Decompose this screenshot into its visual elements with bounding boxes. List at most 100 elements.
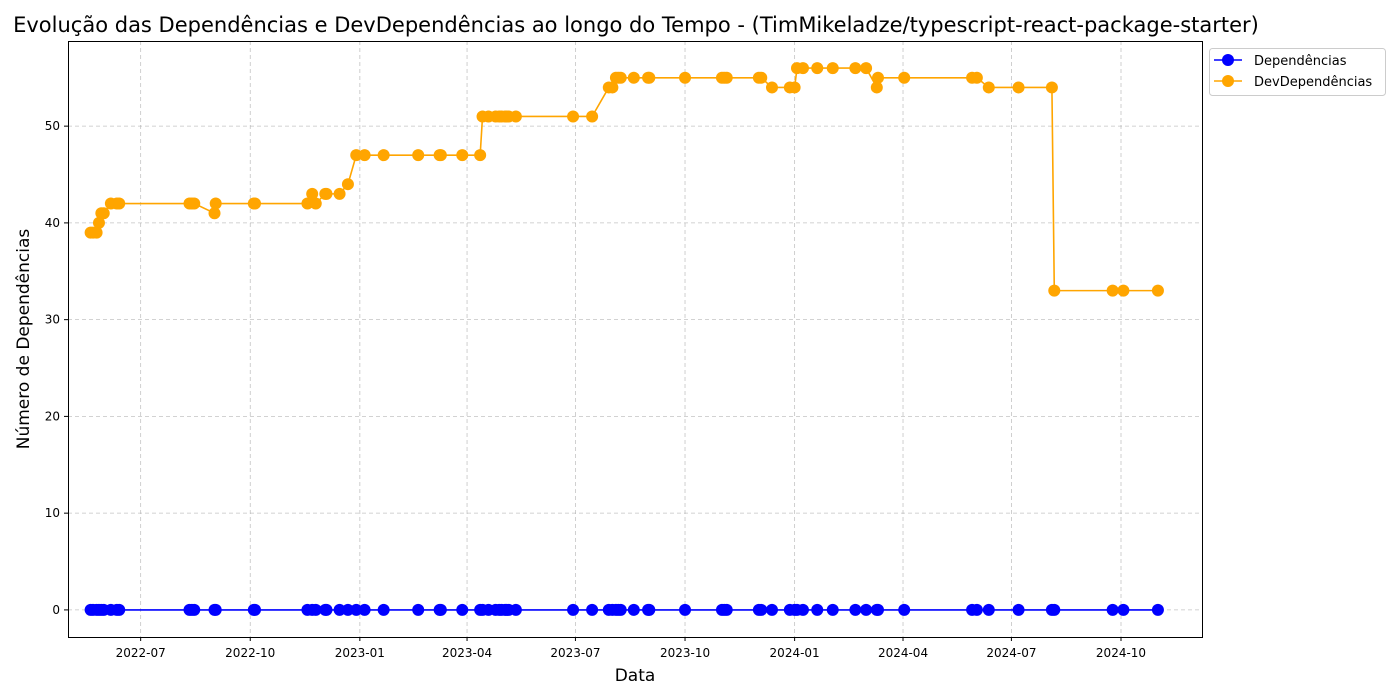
data-point (350, 603, 363, 616)
x-axis: 2022-07 2022-10 2023-01 2023-04 2023-07 2023-… (116, 637, 1146, 660)
data-point (643, 71, 656, 84)
data-point (627, 71, 640, 84)
data-point (412, 149, 425, 162)
data-point (113, 603, 126, 616)
data-point (567, 110, 580, 123)
series-layer (84, 62, 1164, 616)
data-point (377, 149, 390, 162)
data-point (208, 207, 221, 220)
data-point (412, 603, 425, 616)
data-point (209, 603, 222, 616)
data-point (982, 81, 995, 94)
data-point (320, 187, 333, 200)
data-point (509, 110, 522, 123)
x-tick-label: 2022-07 (116, 646, 166, 660)
grid (68, 41, 1202, 637)
data-point (898, 603, 911, 616)
data-point (982, 603, 995, 616)
data-point (627, 603, 640, 616)
data-point (301, 197, 314, 210)
legend: Dependências DevDependências (1209, 48, 1386, 96)
data-point (249, 603, 262, 616)
data-point (872, 603, 884, 616)
data-point (679, 71, 692, 84)
data-point (1106, 603, 1119, 616)
data-point (1012, 603, 1025, 616)
data-point (796, 603, 809, 616)
y-tick-label: 40 (45, 216, 60, 230)
data-point (1117, 284, 1130, 297)
chart-title: Evolução das Dependências e DevDependênc… (13, 13, 1259, 37)
legend-label: Dependências (1254, 54, 1347, 69)
data-point (306, 187, 319, 200)
data-point (97, 207, 110, 220)
y-tick-label: 0 (52, 603, 60, 617)
x-tick-label: 2023-07 (550, 646, 600, 660)
data-point (614, 71, 627, 84)
data-point (456, 149, 469, 162)
data-point (826, 62, 839, 75)
x-tick-label: 2024-07 (986, 646, 1036, 660)
data-point (755, 71, 768, 84)
data-point (509, 603, 522, 616)
y-tick-label: 10 (45, 506, 60, 520)
data-point (811, 62, 824, 75)
data-point (567, 603, 580, 616)
series-devdependencias (84, 62, 1164, 297)
x-tick-label: 2024-04 (878, 646, 928, 660)
y-axis: 0 10 20 30 40 50 (45, 119, 68, 617)
data-point (860, 62, 873, 75)
data-point (872, 71, 884, 84)
data-point (341, 178, 354, 191)
data-point (456, 603, 469, 616)
x-axis-label: Data (615, 666, 656, 686)
data-point (358, 603, 371, 616)
data-point (309, 197, 322, 210)
data-point (870, 81, 883, 94)
data-point (606, 81, 619, 94)
data-point (377, 603, 390, 616)
data-point (860, 603, 873, 616)
x-tick-label: 2023-01 (335, 646, 385, 660)
data-point (849, 62, 862, 75)
data-point (765, 81, 778, 94)
data-point (970, 603, 983, 616)
x-tick-label: 2022-10 (225, 646, 275, 660)
data-point (826, 603, 839, 616)
legend-label: DevDependências (1254, 75, 1372, 90)
data-point (1106, 284, 1119, 297)
data-point (249, 197, 262, 210)
x-tick-label: 2024-01 (770, 646, 820, 660)
data-point (188, 197, 201, 210)
data-point (434, 149, 447, 162)
legend-box (1209, 48, 1386, 96)
data-point (796, 62, 809, 75)
data-point (788, 81, 801, 94)
data-point (434, 603, 447, 616)
y-tick-label: 20 (45, 409, 60, 423)
x-tick-label: 2023-04 (442, 646, 492, 660)
data-point (849, 603, 862, 616)
data-point (358, 149, 371, 162)
data-point (474, 149, 487, 162)
x-tick-label: 2023-10 (660, 646, 710, 660)
data-point (898, 71, 911, 84)
data-point (720, 71, 733, 84)
data-point (209, 197, 222, 210)
y-axis-label: Número de Dependências (14, 229, 34, 450)
series-line (90, 67, 1158, 292)
data-point (643, 603, 656, 616)
legend-marker (1222, 75, 1234, 87)
data-point (1048, 603, 1061, 616)
y-tick-label: 50 (45, 119, 60, 133)
data-point (333, 603, 346, 616)
plot-frame (68, 41, 1203, 638)
data-point (188, 603, 201, 616)
data-point (1048, 284, 1061, 297)
data-point (811, 603, 824, 616)
data-point (614, 603, 627, 616)
data-point (309, 603, 322, 616)
data-point (1012, 81, 1025, 94)
data-point (350, 149, 363, 162)
